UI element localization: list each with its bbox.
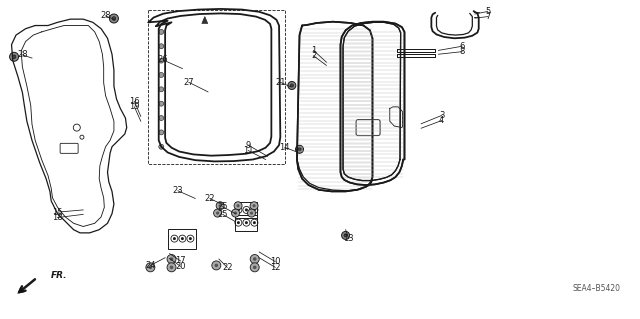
Circle shape xyxy=(248,209,255,217)
Circle shape xyxy=(181,237,184,240)
Circle shape xyxy=(112,17,116,20)
Text: 5: 5 xyxy=(485,7,490,16)
Circle shape xyxy=(12,55,16,59)
Circle shape xyxy=(253,257,257,261)
Text: 15: 15 xyxy=(52,208,63,217)
Text: 10: 10 xyxy=(270,257,280,266)
Text: 2: 2 xyxy=(311,51,316,60)
Circle shape xyxy=(189,237,192,240)
Circle shape xyxy=(245,221,248,224)
Circle shape xyxy=(291,84,294,87)
Circle shape xyxy=(148,265,152,269)
Circle shape xyxy=(245,208,248,211)
Circle shape xyxy=(216,211,219,215)
Circle shape xyxy=(159,130,164,135)
Circle shape xyxy=(288,81,296,90)
Circle shape xyxy=(232,209,239,217)
Circle shape xyxy=(253,204,256,207)
Text: 3: 3 xyxy=(439,111,444,120)
Circle shape xyxy=(216,202,224,210)
Text: 25: 25 xyxy=(218,210,228,219)
Text: 4: 4 xyxy=(439,116,444,125)
Text: 22: 22 xyxy=(222,263,232,272)
Circle shape xyxy=(159,101,164,106)
Circle shape xyxy=(146,263,155,272)
Circle shape xyxy=(250,202,258,210)
Text: 14: 14 xyxy=(280,143,290,152)
Circle shape xyxy=(237,208,240,211)
Text: 18: 18 xyxy=(52,213,63,222)
Circle shape xyxy=(218,204,222,207)
Text: 28: 28 xyxy=(17,50,28,59)
Text: 16: 16 xyxy=(129,97,140,106)
Circle shape xyxy=(159,87,164,92)
Circle shape xyxy=(234,202,242,210)
Circle shape xyxy=(167,255,176,263)
Text: 26: 26 xyxy=(158,56,168,64)
Polygon shape xyxy=(202,17,208,24)
Text: 25: 25 xyxy=(218,202,228,211)
Text: 7: 7 xyxy=(485,12,490,21)
Text: 27: 27 xyxy=(184,78,194,87)
Circle shape xyxy=(234,211,237,215)
Text: 9: 9 xyxy=(246,141,251,150)
Text: SEA4–B5420: SEA4–B5420 xyxy=(573,285,621,293)
Circle shape xyxy=(170,265,173,269)
Circle shape xyxy=(342,231,349,240)
Circle shape xyxy=(253,265,257,269)
Circle shape xyxy=(173,237,176,240)
Circle shape xyxy=(237,221,240,224)
Circle shape xyxy=(10,52,19,61)
Circle shape xyxy=(170,257,173,261)
Circle shape xyxy=(159,115,164,121)
Circle shape xyxy=(344,234,348,237)
Text: 28: 28 xyxy=(100,11,111,20)
Circle shape xyxy=(253,208,256,211)
Text: FR.: FR. xyxy=(51,271,68,280)
Circle shape xyxy=(250,211,253,215)
Text: 21: 21 xyxy=(275,78,285,87)
Text: 8: 8 xyxy=(460,47,465,56)
Circle shape xyxy=(109,14,118,23)
Circle shape xyxy=(253,221,256,224)
Circle shape xyxy=(296,145,303,153)
Circle shape xyxy=(250,263,259,272)
Text: 1: 1 xyxy=(311,46,316,55)
Circle shape xyxy=(167,263,176,272)
Text: 20: 20 xyxy=(175,262,186,271)
Circle shape xyxy=(159,72,164,78)
Circle shape xyxy=(159,44,164,49)
Text: 24: 24 xyxy=(145,261,156,270)
Circle shape xyxy=(237,204,239,207)
Text: 22: 22 xyxy=(205,194,215,203)
Circle shape xyxy=(159,29,164,34)
Circle shape xyxy=(298,148,301,151)
Text: 6: 6 xyxy=(460,42,465,51)
Circle shape xyxy=(250,255,259,263)
Circle shape xyxy=(159,58,164,63)
Text: 11: 11 xyxy=(243,146,253,155)
Text: 19: 19 xyxy=(129,102,140,111)
Circle shape xyxy=(214,209,221,217)
Circle shape xyxy=(212,261,221,270)
Circle shape xyxy=(214,263,218,267)
Circle shape xyxy=(159,144,164,149)
Text: 23: 23 xyxy=(173,186,183,195)
Text: 12: 12 xyxy=(270,263,280,272)
Text: 13: 13 xyxy=(344,234,354,243)
Text: 17: 17 xyxy=(175,256,186,265)
